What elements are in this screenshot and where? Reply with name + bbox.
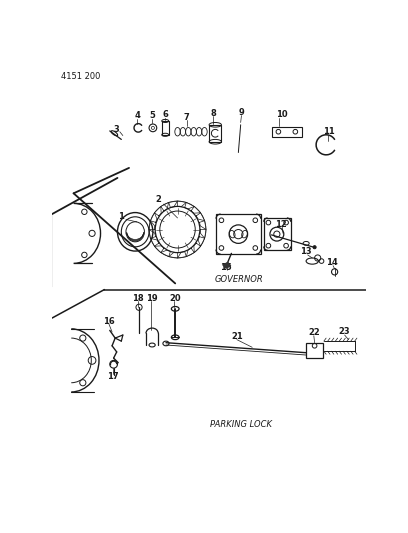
Text: 10: 10 [276, 110, 287, 119]
Text: 4: 4 [135, 111, 140, 120]
Text: 20: 20 [169, 294, 181, 303]
Text: 16: 16 [103, 317, 115, 326]
Text: 14: 14 [326, 258, 337, 267]
Text: 8: 8 [210, 109, 216, 118]
Bar [264, 218, 291, 251]
Bar [216, 214, 261, 254]
Text: 23: 23 [339, 327, 350, 336]
Bar [306, 343, 323, 358]
Bar [209, 125, 222, 142]
Text: 13: 13 [300, 247, 312, 256]
Text: 1: 1 [118, 212, 124, 221]
Text: 17: 17 [107, 372, 119, 381]
Text: 18: 18 [133, 294, 144, 303]
Text: 5: 5 [149, 111, 155, 120]
Text: 11: 11 [324, 127, 335, 136]
Circle shape [313, 246, 316, 249]
Text: 12: 12 [275, 220, 286, 229]
Text: 9: 9 [239, 108, 244, 117]
Text: 22: 22 [308, 328, 320, 337]
Polygon shape [223, 263, 231, 268]
Text: 3: 3 [113, 125, 119, 134]
Bar [162, 121, 169, 135]
Text: 19: 19 [146, 294, 158, 303]
Text: 15: 15 [220, 263, 232, 272]
Text: PARKING LOCK: PARKING LOCK [210, 420, 272, 429]
Text: 4151 200: 4151 200 [61, 71, 101, 80]
Text: 2: 2 [155, 195, 161, 204]
Text: 7: 7 [184, 112, 190, 122]
Text: 21: 21 [231, 332, 243, 341]
Bar [272, 127, 302, 137]
Text: GOVERNOR: GOVERNOR [215, 275, 264, 284]
Text: 6: 6 [162, 110, 168, 119]
